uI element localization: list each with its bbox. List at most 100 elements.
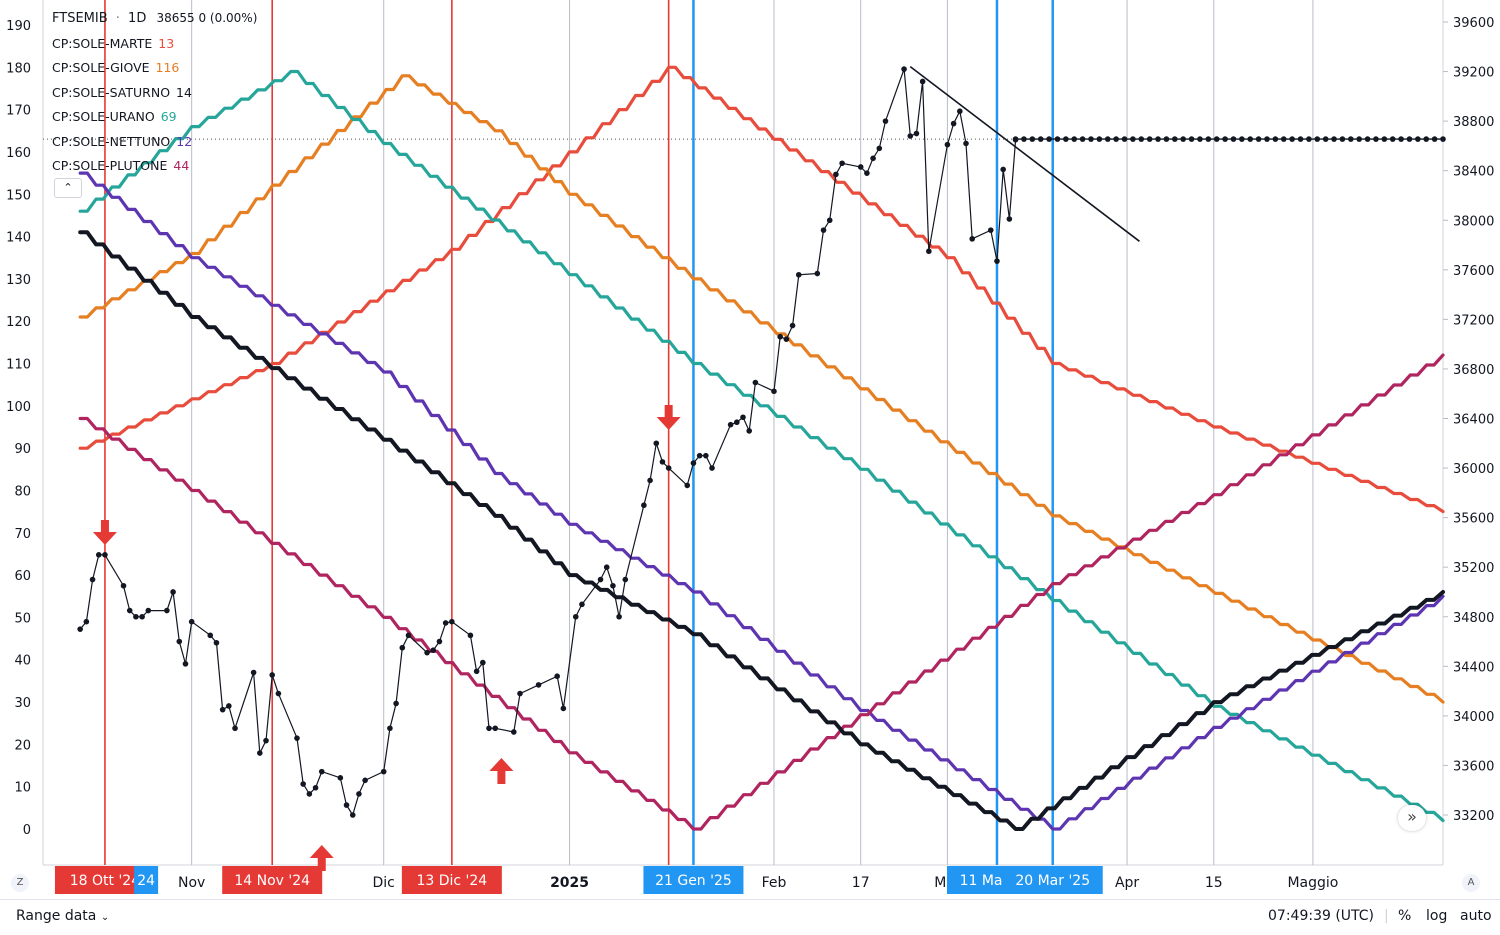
- projection-point: [1239, 136, 1245, 142]
- price-point: [126, 607, 133, 614]
- price-point: [987, 227, 994, 233]
- price-point: [944, 141, 951, 148]
- price-point: [603, 564, 610, 570]
- projection-point: [1230, 136, 1237, 142]
- projection-point: [1188, 136, 1195, 142]
- scroll-to-realtime-button[interactable]: »: [1398, 805, 1426, 831]
- legend-indicator-giove[interactable]: CP:SOLE-GIOVE 116: [52, 56, 257, 81]
- price-point: [430, 647, 437, 654]
- price-point: [882, 118, 889, 124]
- right-tick-label: 38800: [1453, 115, 1494, 130]
- price-point: [684, 482, 691, 489]
- range-data-label: Range data: [16, 908, 97, 924]
- price-point: [257, 750, 263, 756]
- projection-point: [1297, 136, 1304, 142]
- corner-a-button[interactable]: A: [1462, 874, 1480, 892]
- legend-indicator-urano[interactable]: CP:SOLE-URANO 69: [52, 105, 257, 130]
- indicator-name: CP:SOLE-MARTE: [52, 35, 153, 51]
- legend-indicator-nettuno[interactable]: CP:SOLE-NETTUNO 12: [52, 130, 257, 155]
- left-tick-label: 50: [14, 611, 31, 626]
- price-point: [554, 673, 560, 680]
- price-point: [226, 703, 232, 709]
- right-tick-label: 34400: [1453, 660, 1494, 675]
- price-point: [572, 613, 579, 620]
- toolbar-separator: |: [1384, 908, 1389, 924]
- price-point: [263, 737, 269, 744]
- price-point: [919, 78, 926, 85]
- price-point: [622, 576, 629, 583]
- projection-point: [1356, 136, 1362, 142]
- date-tag-label: 24: [137, 873, 155, 889]
- right-tick-label: 39200: [1453, 66, 1494, 81]
- auto-toggle[interactable]: auto: [1460, 908, 1492, 924]
- legend-indicator-plutone[interactable]: CP:SOLE-PLUTONE 44: [52, 154, 257, 179]
- red-date-tag: [222, 866, 323, 894]
- price-point: [727, 421, 734, 428]
- price-point: [89, 576, 96, 583]
- time-tick-label: 15: [1205, 875, 1223, 891]
- price-point: [405, 632, 412, 639]
- legend-symbol[interactable]: FTSEMIB: [52, 11, 108, 26]
- price-point: [870, 155, 876, 162]
- price-point: [517, 690, 523, 697]
- price-point: [771, 388, 777, 395]
- legend-indicator-saturno[interactable]: CP:SOLE-SATURNO 14: [52, 81, 257, 106]
- right-tick-label: 34800: [1453, 611, 1494, 626]
- right-tick-label: 35200: [1453, 561, 1494, 576]
- indicator-name: CP:SOLE-NETTUNO: [52, 133, 171, 149]
- price-point: [424, 649, 430, 656]
- price-point: [120, 582, 127, 589]
- left-tick-label: 130: [6, 273, 31, 288]
- projection-point: [1155, 136, 1161, 142]
- price-point: [343, 802, 350, 808]
- indicator-value: 12: [176, 133, 193, 149]
- price-point: [170, 589, 176, 595]
- projection-point: [1063, 136, 1069, 142]
- projection-point: [1331, 136, 1337, 142]
- projection-point: [1264, 136, 1270, 142]
- time-tick-label: Apr: [1115, 875, 1139, 891]
- right-tick-label: 33200: [1453, 809, 1494, 824]
- clock-readout[interactable]: 07:49:39 (UTC): [1268, 908, 1375, 924]
- projection-point: [1381, 136, 1388, 142]
- indicator-line: [78, 353, 1445, 831]
- price-point: [610, 582, 616, 589]
- date-tag-label: 18 Ott '24: [70, 873, 140, 889]
- price-point: [95, 551, 102, 558]
- time-tick-label: 2025: [550, 875, 589, 891]
- legend-collapse-button[interactable]: ⌃: [54, 178, 82, 198]
- price-point: [207, 632, 214, 639]
- projection-point: [1012, 136, 1019, 142]
- price-point: [318, 768, 325, 775]
- percent-toggle[interactable]: %: [1398, 908, 1412, 924]
- log-toggle[interactable]: log: [1426, 908, 1448, 924]
- projection-point: [1373, 136, 1379, 142]
- projection-point: [1255, 136, 1262, 142]
- price-point: [560, 705, 567, 712]
- blue-date-tag: [1002, 866, 1103, 894]
- price-point: [665, 465, 672, 471]
- indicator-value: 69: [160, 109, 177, 124]
- chart-canvas[interactable]: NovDic2025Feb17MarApr15Maggio01020304050…: [0, 0, 1500, 899]
- corner-z-button[interactable]: Z: [11, 874, 29, 892]
- range-data-button[interactable]: Range data ⌄: [16, 908, 109, 924]
- price-point: [83, 618, 90, 625]
- legend-indicator-marte[interactable]: CP:SOLE-MARTE 13: [52, 32, 257, 57]
- right-tick-label: 33600: [1453, 759, 1494, 774]
- time-tick-label: Feb: [762, 875, 787, 891]
- projection-point: [1247, 136, 1254, 142]
- price-point: [362, 777, 368, 784]
- chevron-down-icon: ⌄: [100, 912, 110, 923]
- price-point: [740, 414, 746, 421]
- projection-point: [1289, 136, 1295, 142]
- left-tick-label: 90: [14, 442, 31, 457]
- date-tag-label: 14 Nov '24: [234, 873, 310, 889]
- up-arrow-icon: [489, 758, 514, 784]
- date-tag-label: 13 Dic '24: [416, 873, 487, 889]
- projection-point: [1415, 136, 1421, 142]
- price-point: [219, 706, 226, 713]
- projection-point: [1306, 136, 1312, 142]
- projection-point: [1054, 136, 1061, 142]
- time-tick-label: 17: [852, 875, 870, 891]
- chevron-up-icon: ⌃: [63, 181, 73, 194]
